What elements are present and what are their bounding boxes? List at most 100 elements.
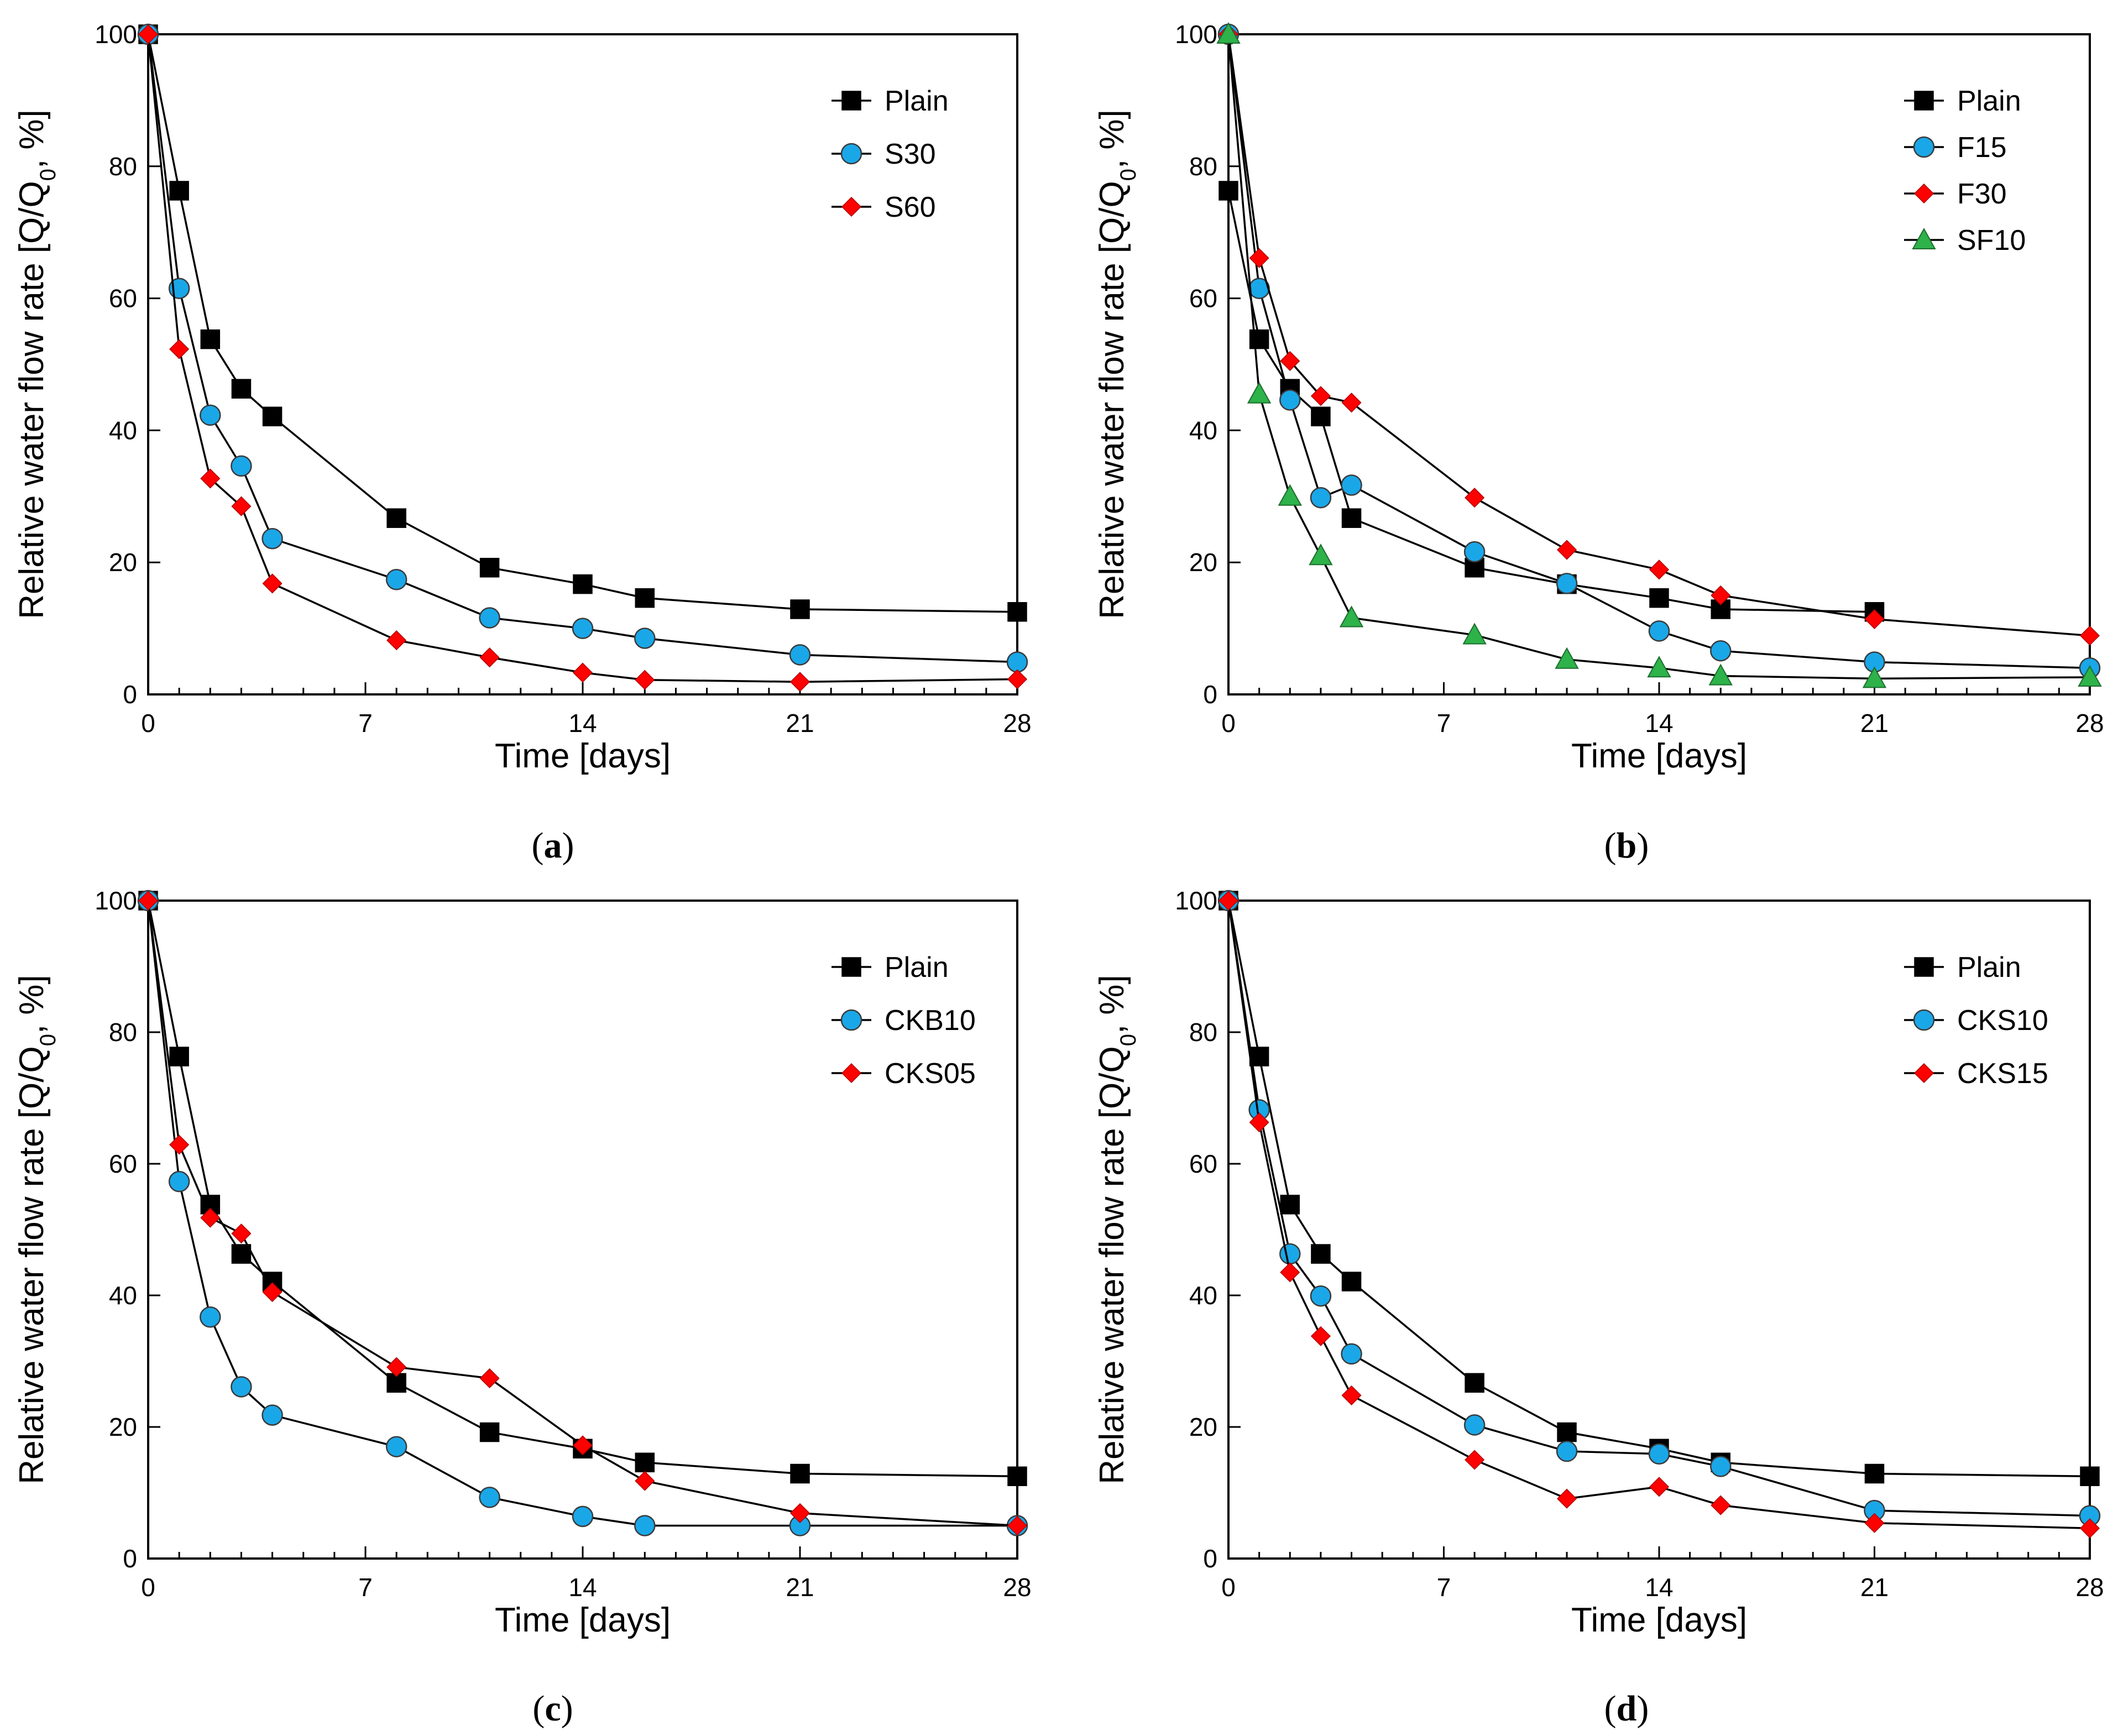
y-axis-title-subscript: 0: [36, 169, 60, 181]
legend-marker-f30: [1913, 183, 1934, 204]
data-point-f15: [1463, 541, 1486, 563]
y-axis-title-end: , %]: [1093, 109, 1131, 169]
y-axis-title: Relative water flow rate [Q/Q0, %]: [13, 109, 60, 619]
legend-label-cks15: CKS15: [1957, 1058, 2048, 1090]
legend-marker-plain: [1914, 957, 1934, 977]
series-s30: [137, 23, 1028, 673]
y-axis-title-subscript: 0: [36, 1034, 60, 1046]
legend: Plain S30 S60: [831, 85, 949, 223]
x-tick-label: 28: [1003, 709, 1031, 738]
data-point-plain: [1649, 588, 1669, 608]
x-tick-label: 21: [786, 709, 814, 738]
legend-label-cks10: CKS10: [1957, 1005, 2048, 1037]
data-point-cks15: [1864, 1513, 1885, 1533]
data-point-f15: [1310, 487, 1332, 509]
data-point-s60: [231, 496, 252, 516]
plot-frame: [147, 33, 1018, 696]
legend: Plain CKB10 CKS05: [831, 951, 976, 1090]
data-point-cks15: [1310, 1326, 1331, 1346]
y-tick-label: 0: [123, 1544, 137, 1573]
data-point-sf10: [1216, 22, 1241, 44]
data-point-s60: [479, 647, 500, 668]
y-tick-label: 80: [1189, 152, 1217, 181]
x-tick-label: 14: [568, 709, 597, 738]
caption-close: ): [1636, 1688, 1649, 1729]
data-point-sf10: [1647, 656, 1671, 678]
data-point-f15: [1648, 620, 1670, 642]
caption-letter: d: [1617, 1688, 1637, 1729]
data-point-plain: [573, 574, 593, 594]
chart-panel-b: 0 7 14 21 28 0 20 40 60 80 100 Time [days] Relative …: [1093, 20, 2104, 866]
y-tick-label: 60: [1189, 284, 1217, 313]
data-point-cks10: [1710, 1456, 1732, 1477]
data-point-s60: [138, 24, 159, 45]
caption-open: (: [1604, 825, 1617, 866]
data-point-plain: [1280, 1195, 1300, 1215]
data-point-f30: [1557, 540, 1577, 560]
legend-marker-f15: [1913, 136, 1935, 158]
data-point-plain: [1864, 1463, 1885, 1484]
y-tick-label: 80: [1189, 1018, 1217, 1047]
chart-panel-c: 0 7 14 21 28 0 20 40 60 80 100 Time [days] Relative …: [13, 886, 1032, 1729]
y-axis-title-end: , %]: [13, 109, 51, 169]
caption-close: ): [561, 1688, 573, 1729]
data-point-s30: [231, 455, 252, 477]
y-axis-title-main: Relative water flow rate [Q/Q: [13, 181, 51, 619]
x-tick-label: 14: [1645, 1573, 1673, 1602]
series-line-plain: [1227, 190, 1875, 613]
data-point-f30: [1310, 386, 1331, 406]
x-axis-title: Time [days]: [495, 737, 671, 775]
series-line-cks10: [1227, 900, 2090, 1517]
caption-open: (: [1604, 1688, 1617, 1729]
legend-label-f15: F15: [1957, 132, 2007, 164]
series-line-ckb10: [147, 900, 1017, 1527]
legend: Plain CKS10 CKS15: [1904, 951, 2048, 1090]
y-axis-title-subscript: 0: [1116, 1034, 1141, 1046]
data-point-plain: [1341, 508, 1362, 528]
data-point-cks15: [1711, 1495, 1731, 1515]
data-point-cks05: [789, 1503, 810, 1523]
series-cks10: [1217, 890, 2101, 1526]
data-point-ckb10: [479, 1487, 500, 1508]
data-point-s30: [789, 644, 811, 666]
panel-caption: (b): [1604, 825, 1649, 866]
data-point-sf10: [1278, 484, 1302, 506]
y-axis-title: Relative water flow rate [Q/Q0, %]: [1093, 109, 1141, 619]
data-point-cks15: [1465, 1450, 1485, 1470]
data-point-s60: [169, 339, 190, 359]
y-tick-label: 80: [109, 1018, 137, 1047]
data-point-plain: [479, 1422, 500, 1442]
data-point-f30: [1864, 609, 1885, 629]
plot-frame: [147, 900, 1018, 1560]
legend-label-plain: Plain: [1957, 951, 2021, 984]
data-point-plain: [1007, 1466, 1027, 1486]
data-point-cks10: [1648, 1443, 1670, 1465]
data-point-plain: [635, 588, 655, 608]
data-point-s60: [789, 672, 810, 692]
data-point-f15: [1279, 389, 1301, 411]
y-axis-title-end: , %]: [13, 975, 51, 1034]
data-point-cks10: [1556, 1440, 1578, 1462]
y-tick-label: 40: [1189, 416, 1217, 445]
y-axis-title: Relative water flow rate [Q/Q0, %]: [13, 975, 60, 1484]
series-s60: [138, 24, 1028, 692]
data-point-cks05: [169, 1134, 190, 1155]
y-tick-label: 40: [1189, 1281, 1217, 1310]
data-point-plain: [169, 1047, 189, 1066]
x-axis-title: Time [days]: [1571, 1601, 1747, 1639]
data-point-f30: [1649, 560, 1670, 580]
x-tick-label: 7: [358, 709, 373, 738]
data-point-s60: [386, 630, 407, 651]
data-point-f15: [1341, 474, 1362, 496]
data-point-s30: [262, 527, 283, 550]
y-tick-label: 20: [109, 1413, 137, 1441]
series-line-s30: [147, 34, 1018, 663]
data-point-plain: [386, 508, 406, 528]
y-axis-title-subscript: 0: [1116, 169, 1141, 181]
data-point-cks15: [2079, 1518, 2100, 1539]
series-cks05: [138, 890, 1028, 1536]
legend-marker-s60: [841, 196, 862, 217]
legend-marker-plain: [1914, 91, 1934, 111]
data-point-sf10: [1862, 666, 1887, 688]
y-tick-label: 40: [109, 416, 137, 445]
